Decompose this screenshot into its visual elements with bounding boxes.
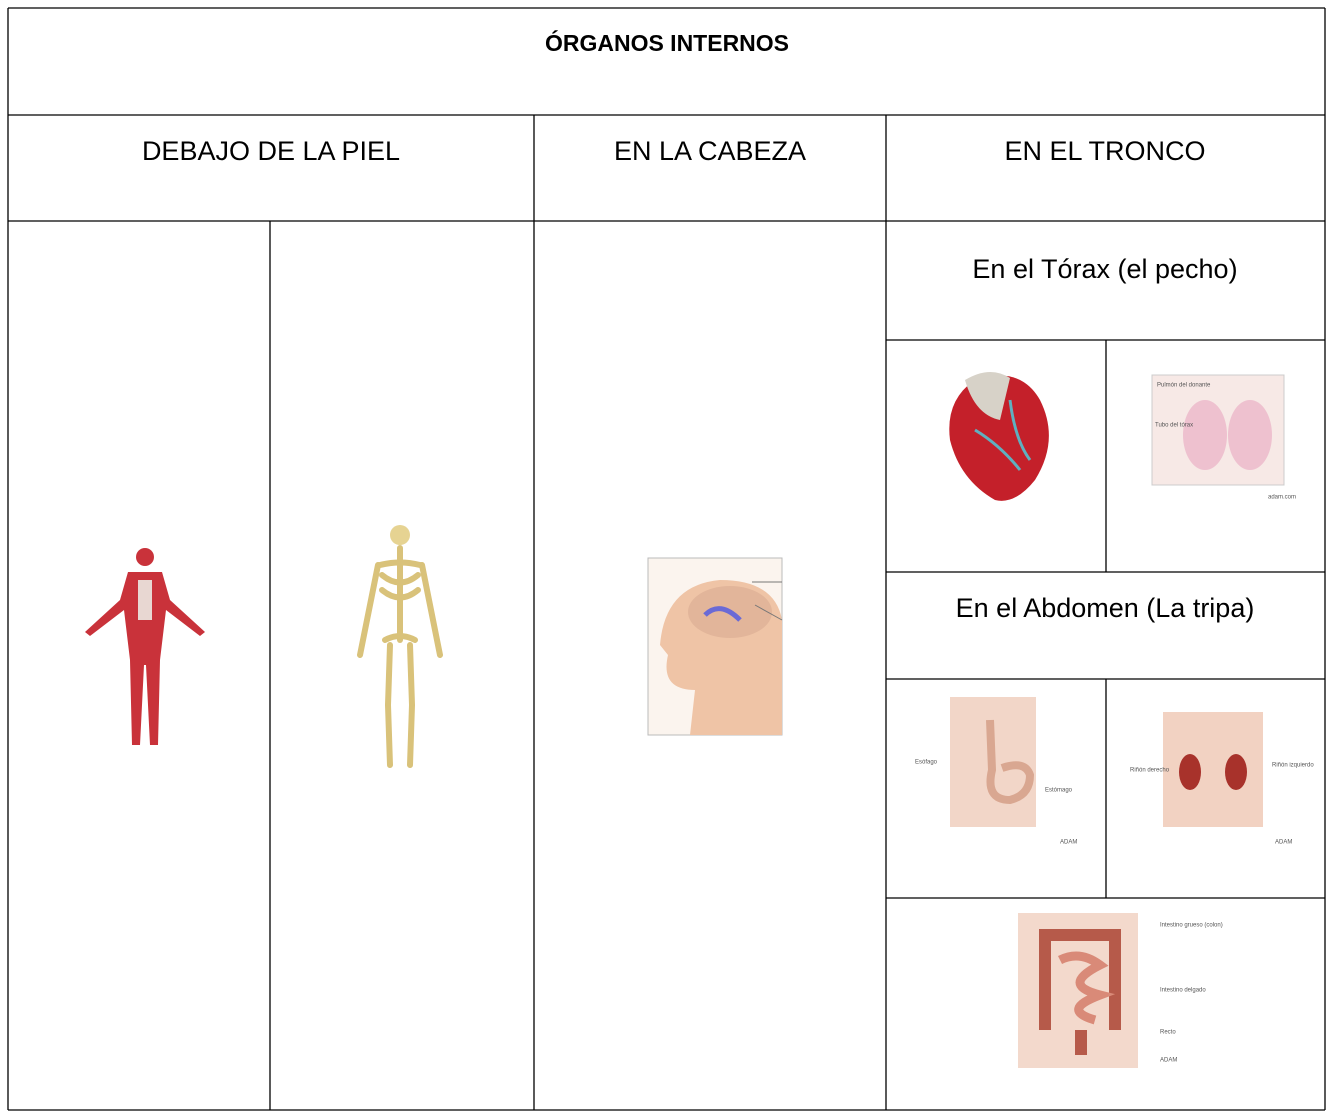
image-label: ADAM: [1275, 840, 1292, 846]
image-label: ADAM: [1160, 1058, 1177, 1064]
head-image: [647, 557, 783, 736]
column-header: EN LA CABEZA: [614, 136, 806, 166]
image-label: Riñón izquierdo: [1272, 763, 1314, 769]
column-header: EN EL TRONCO: [1004, 136, 1205, 166]
image-label: Recto: [1160, 1030, 1176, 1036]
image-label: adam.com: [1268, 495, 1296, 501]
lung-image: Pulmón del donante Tubo del tórax adam.c…: [1151, 374, 1296, 501]
intestine-image: Intestino grueso (colon) Intestino delga…: [1018, 913, 1223, 1068]
image-label: Intestino grueso (colon): [1160, 923, 1223, 929]
section-title: En el Abdomen (La tripa): [956, 593, 1255, 623]
image-label: Tubo del tórax: [1155, 423, 1193, 429]
muscle-image: [85, 548, 205, 745]
title: ÓRGANOS INTERNOS: [545, 29, 789, 56]
column-header: DEBAJO DE LA PIEL: [142, 136, 400, 166]
image-label: Pulmón del donante: [1157, 383, 1211, 389]
image-label: Intestino delgado: [1160, 988, 1206, 994]
image-label: ADAM: [1060, 840, 1077, 846]
table-border: [7, 7, 1326, 1111]
image-label: Riñón derecho: [1130, 768, 1170, 774]
kidney-image: Riñón derecho Riñón izquierdo ADAM: [1130, 712, 1314, 846]
skeleton-image: [357, 525, 443, 768]
stomach-image: Esófago Estómago ADAM: [915, 697, 1077, 846]
image-label: Esófago: [915, 760, 938, 766]
heart-image: [949, 371, 1049, 501]
image-label: Estómago: [1045, 788, 1073, 794]
section-title: En el Tórax (el pecho): [972, 254, 1237, 284]
